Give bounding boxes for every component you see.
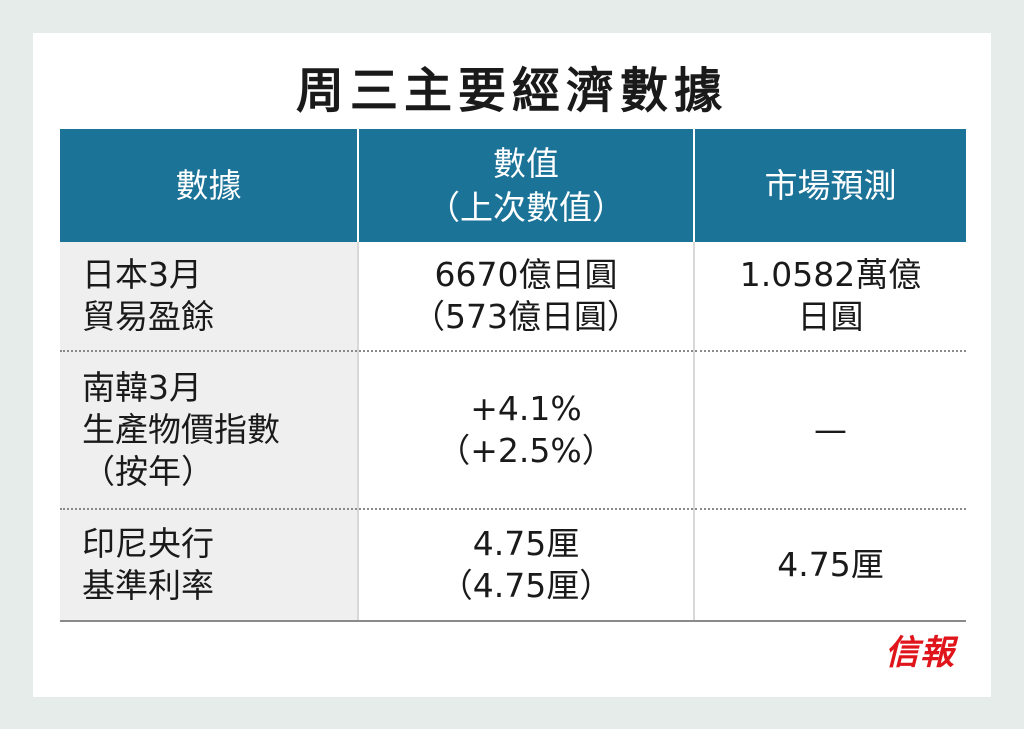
row-label: 南韓3月 生產物價指數 （按年）: [60, 351, 358, 510]
page-title: 周三主要經濟數據: [295, 63, 728, 119]
table-row: 南韓3月 生產物價指數 （按年） +4.1% （+2.5%） —: [60, 351, 966, 510]
infographic-card: 周三主要經濟數據 數據 數值 （上次數值） 市場預測 日本3: [33, 33, 991, 697]
header-value: 數值 （上次數值）: [357, 129, 694, 242]
table-row: 印尼央行 基準利率 4.75厘 （4.75厘） 4.75厘: [60, 509, 966, 622]
header-data: 數據: [60, 129, 358, 242]
row-label: 印尼央行 基準利率: [60, 509, 358, 622]
economic-data-table: 數據 數值 （上次數值） 市場預測 日本3月 貿易盈餘 6670億日圓: [60, 129, 966, 622]
forecast-dash: —: [814, 410, 847, 449]
table-row: 日本3月 貿易盈餘 6670億日圓 （573億日圓） 1.0582萬億 日圓: [60, 242, 966, 352]
brand-logo: 信報: [885, 633, 955, 673]
row-value: 6670億日圓 （573億日圓）: [357, 242, 694, 352]
row-label: 日本3月 貿易盈餘: [60, 242, 358, 352]
row-forecast: 1.0582萬億 日圓: [693, 242, 966, 352]
header-forecast: 市場預測: [693, 129, 966, 242]
row-value: 4.75厘 （4.75厘）: [357, 509, 694, 622]
row-forecast: —: [693, 351, 966, 510]
table-header-row: 數據 數值 （上次數值） 市場預測: [60, 129, 966, 242]
row-value: +4.1% （+2.5%）: [357, 351, 694, 510]
row-forecast: 4.75厘: [693, 509, 966, 622]
